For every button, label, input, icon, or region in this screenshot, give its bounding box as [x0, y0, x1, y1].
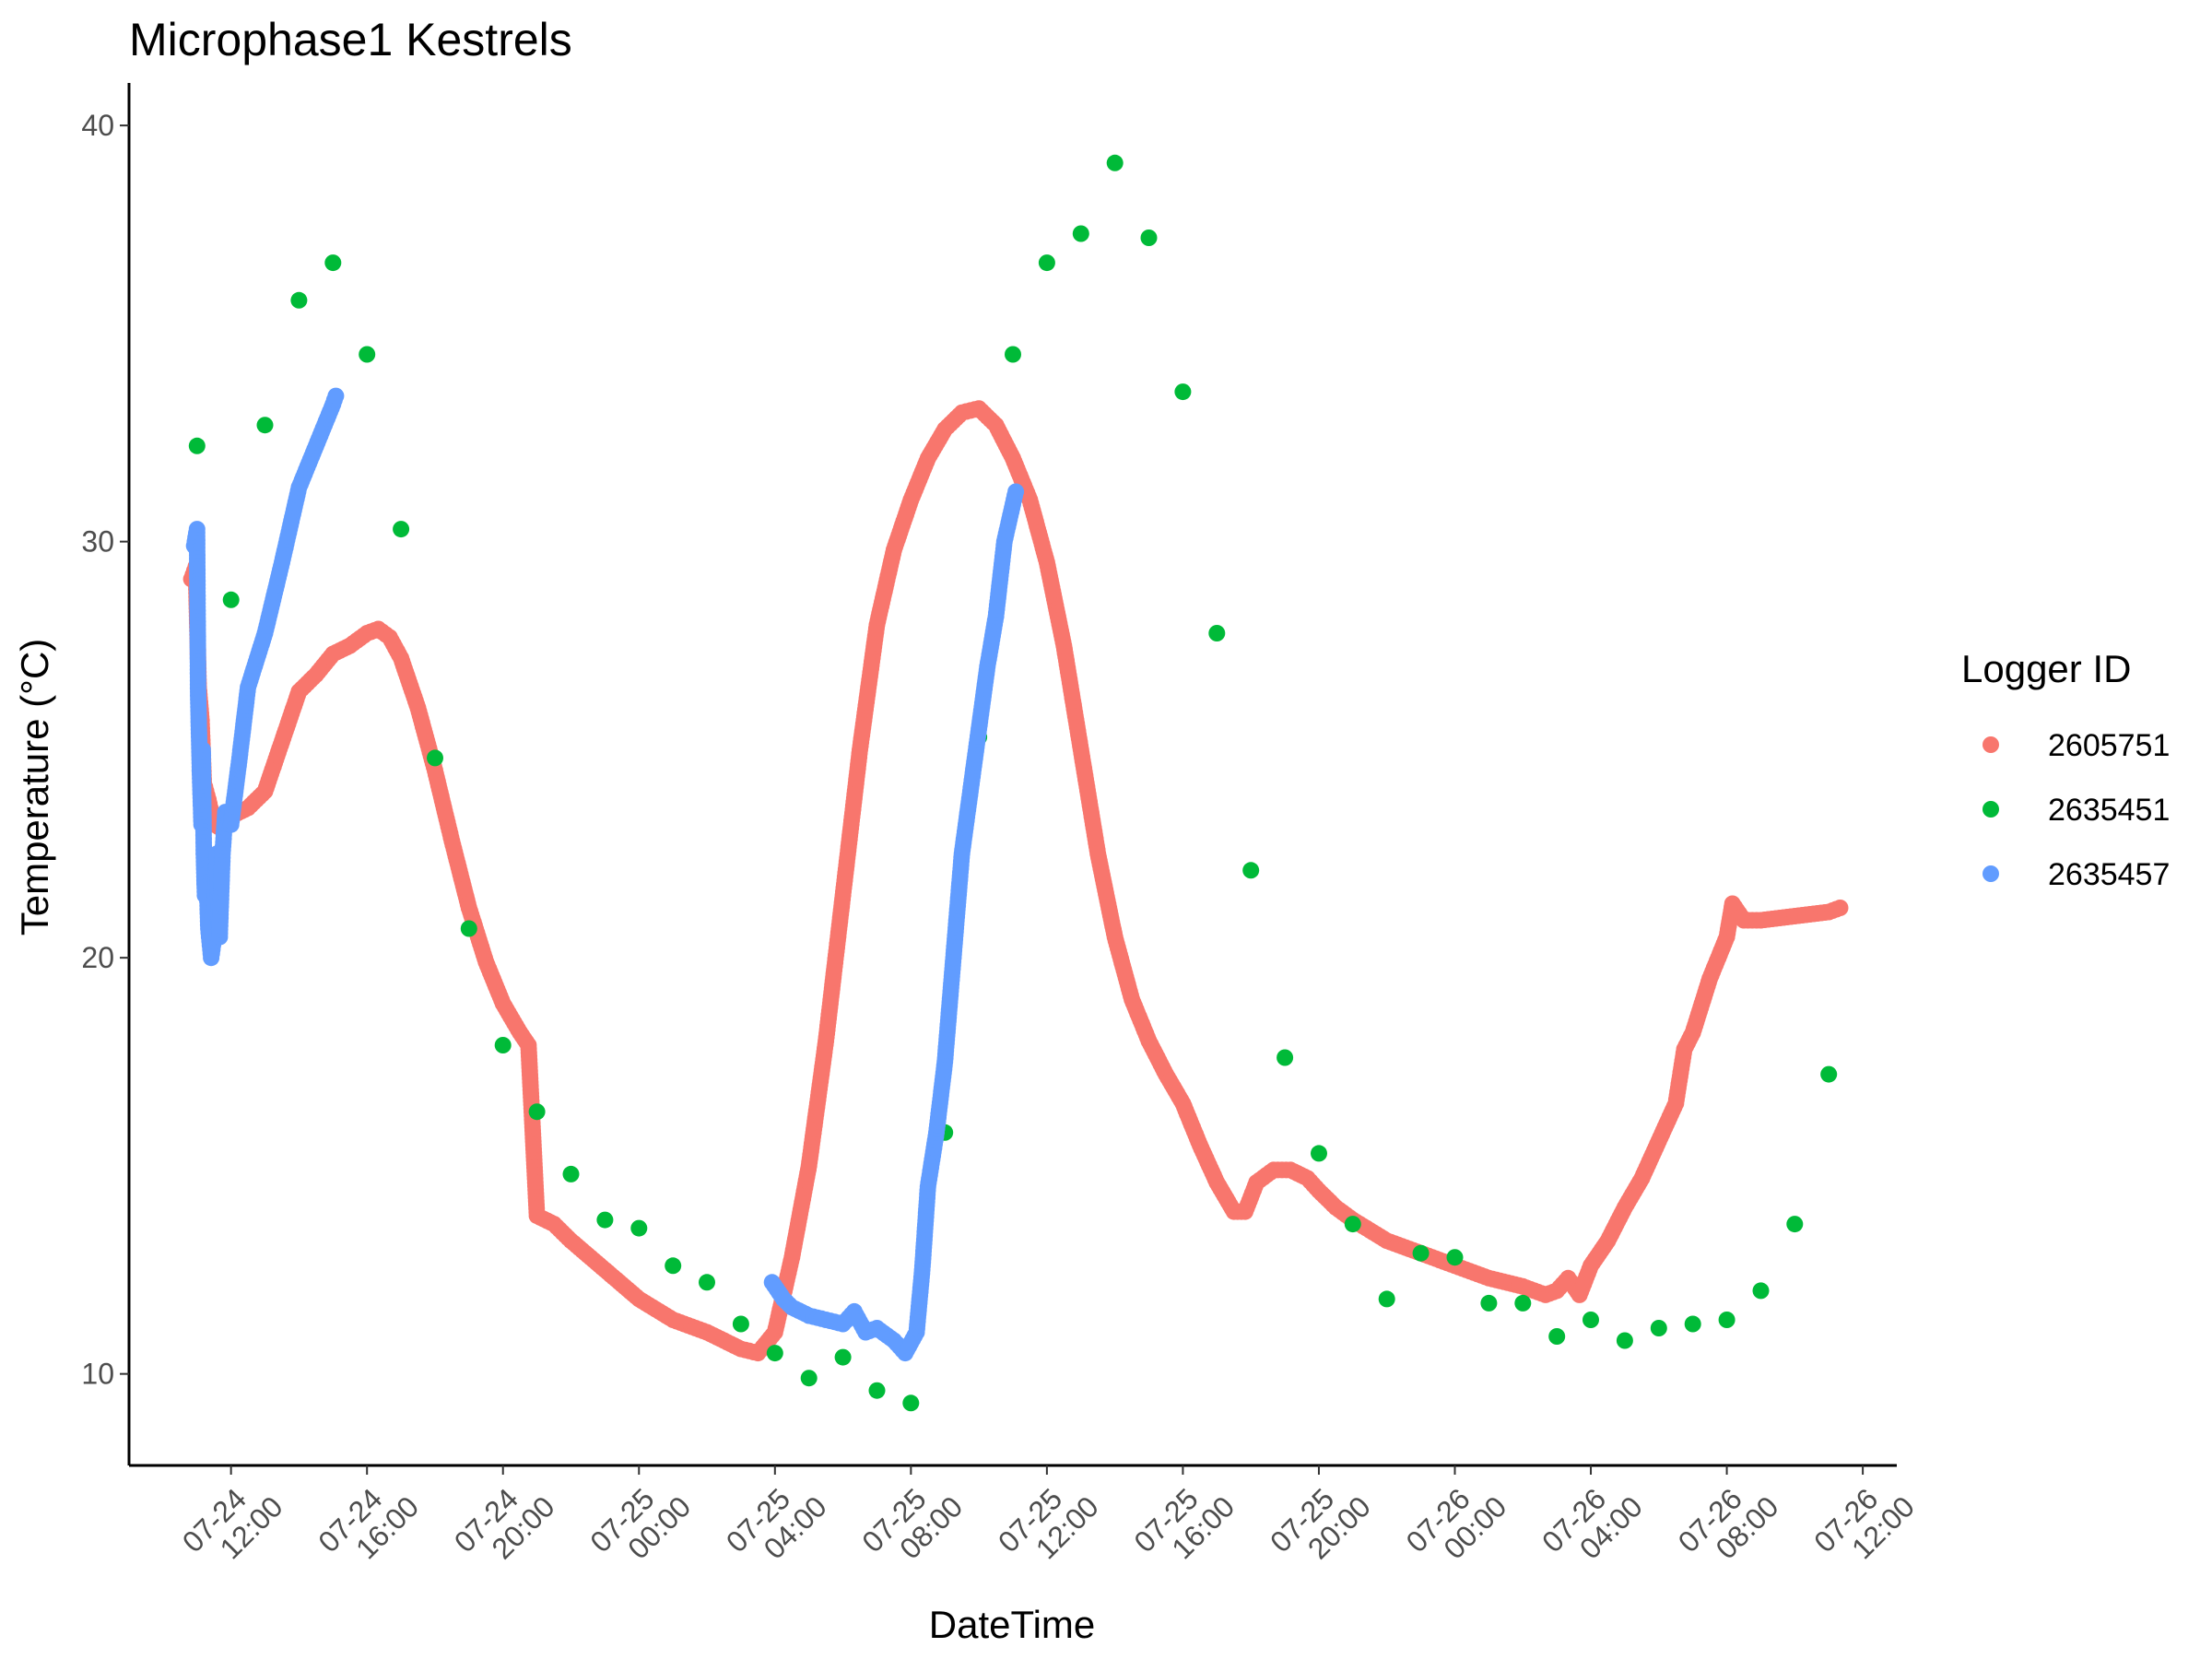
data-point [1344, 1216, 1361, 1233]
data-point [1007, 483, 1025, 500]
x-tick-label: 07-2600:00 [1400, 1467, 1513, 1581]
legend-label-2635451: 2635451 [2048, 793, 2170, 828]
data-point [1752, 1282, 1770, 1300]
x-axis-title: DateTime [929, 1603, 1096, 1646]
data-point [460, 920, 477, 937]
x-tick-label: 07-2412:00 [176, 1467, 289, 1581]
y-tick-label: 10 [81, 1358, 114, 1391]
plot-panel [182, 154, 1849, 1412]
y-tick-label: 30 [81, 525, 114, 559]
legend-label-2605751: 2605751 [2048, 728, 2170, 763]
data-point [1208, 625, 1226, 641]
data-point [596, 1211, 614, 1229]
data-point [732, 1315, 749, 1333]
data-point [630, 1219, 648, 1237]
data-point [1038, 254, 1055, 272]
x-tick-label: 07-2612:00 [1807, 1467, 1921, 1581]
data-point [324, 254, 342, 272]
data-point [1718, 1312, 1735, 1328]
x-tick-label: 07-2520:00 [1264, 1467, 1377, 1581]
data-point [1616, 1332, 1633, 1349]
data-point [766, 1345, 783, 1362]
x-tick-label: 07-2500:00 [583, 1467, 697, 1581]
series-2605751 [182, 400, 1849, 1362]
data-point [1311, 1145, 1327, 1162]
y-tick-label: 40 [81, 109, 114, 142]
data-point [1174, 383, 1192, 401]
data-point [528, 1103, 546, 1121]
x-tick-label: 07-2504:00 [720, 1467, 833, 1581]
data-point [1072, 225, 1089, 242]
data-point [868, 1382, 886, 1399]
y-axis-title: Temperature (°C) [13, 639, 56, 936]
x-tick-label: 07-2604:00 [1535, 1467, 1649, 1581]
data-point [1446, 1249, 1464, 1266]
legend-key-2635451 [1983, 801, 1999, 818]
data-point [1831, 900, 1849, 916]
data-point [1514, 1294, 1532, 1312]
x-tick-label: 07-2508:00 [855, 1467, 969, 1581]
series-2635451 [188, 154, 1838, 1412]
series-2635457 [185, 387, 1025, 1362]
chart-title: Microphase1 Kestrels [129, 14, 572, 65]
data-point [1140, 229, 1158, 246]
data-point [665, 1257, 682, 1275]
legend-title: Logger ID [1961, 647, 2131, 690]
y-tick-label: 20 [81, 941, 114, 974]
data-point [327, 387, 345, 405]
data-point [494, 1037, 512, 1053]
x-axis: 07-2412:00 07-2416:00 07-2420:00 07-2500:00… [129, 1464, 1921, 1581]
legend-key-2605751 [1983, 736, 1999, 753]
data-point [393, 521, 410, 538]
data-point [1548, 1328, 1566, 1345]
data-point [1583, 1312, 1599, 1328]
data-point [1786, 1216, 1804, 1233]
legend: Logger ID 2605751 2635451 2635457 [1961, 647, 2170, 892]
data-point [902, 1394, 920, 1412]
x-tick-label: 07-2416:00 [312, 1467, 425, 1581]
data-point [834, 1348, 852, 1366]
data-point [562, 1165, 580, 1182]
x-tick-label: 07-2420:00 [448, 1467, 561, 1581]
data-point [1480, 1294, 1498, 1312]
data-point [1820, 1065, 1838, 1083]
data-point [800, 1370, 818, 1387]
data-point [1650, 1320, 1667, 1336]
data-point [188, 437, 206, 454]
x-tick-label: 07-2512:00 [992, 1467, 1105, 1581]
data-point [1242, 862, 1260, 879]
data-point [427, 749, 443, 767]
data-point [1106, 154, 1124, 171]
legend-key-2635457 [1983, 865, 1999, 882]
x-tick-label: 07-2608:00 [1672, 1467, 1785, 1581]
data-point [359, 346, 376, 363]
data-point [1684, 1315, 1701, 1333]
data-point [699, 1274, 715, 1291]
y-axis: 10 20 30 40 [81, 83, 131, 1465]
data-point [1412, 1244, 1430, 1262]
data-point [256, 417, 274, 434]
x-tick-label: 07-2516:00 [1127, 1467, 1241, 1581]
data-point [1277, 1049, 1294, 1066]
data-point [290, 291, 308, 309]
legend-label-2635457: 2635457 [2048, 857, 2170, 892]
data-point [1378, 1290, 1395, 1308]
data-point [1005, 346, 1021, 363]
data-point [222, 591, 240, 608]
